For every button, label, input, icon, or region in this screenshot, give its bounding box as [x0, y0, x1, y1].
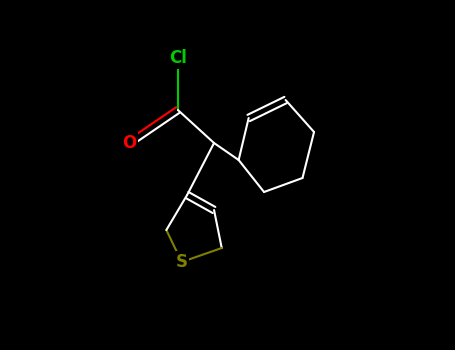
Text: S: S — [176, 253, 188, 271]
Text: Cl: Cl — [169, 49, 187, 67]
Text: O: O — [122, 134, 136, 152]
